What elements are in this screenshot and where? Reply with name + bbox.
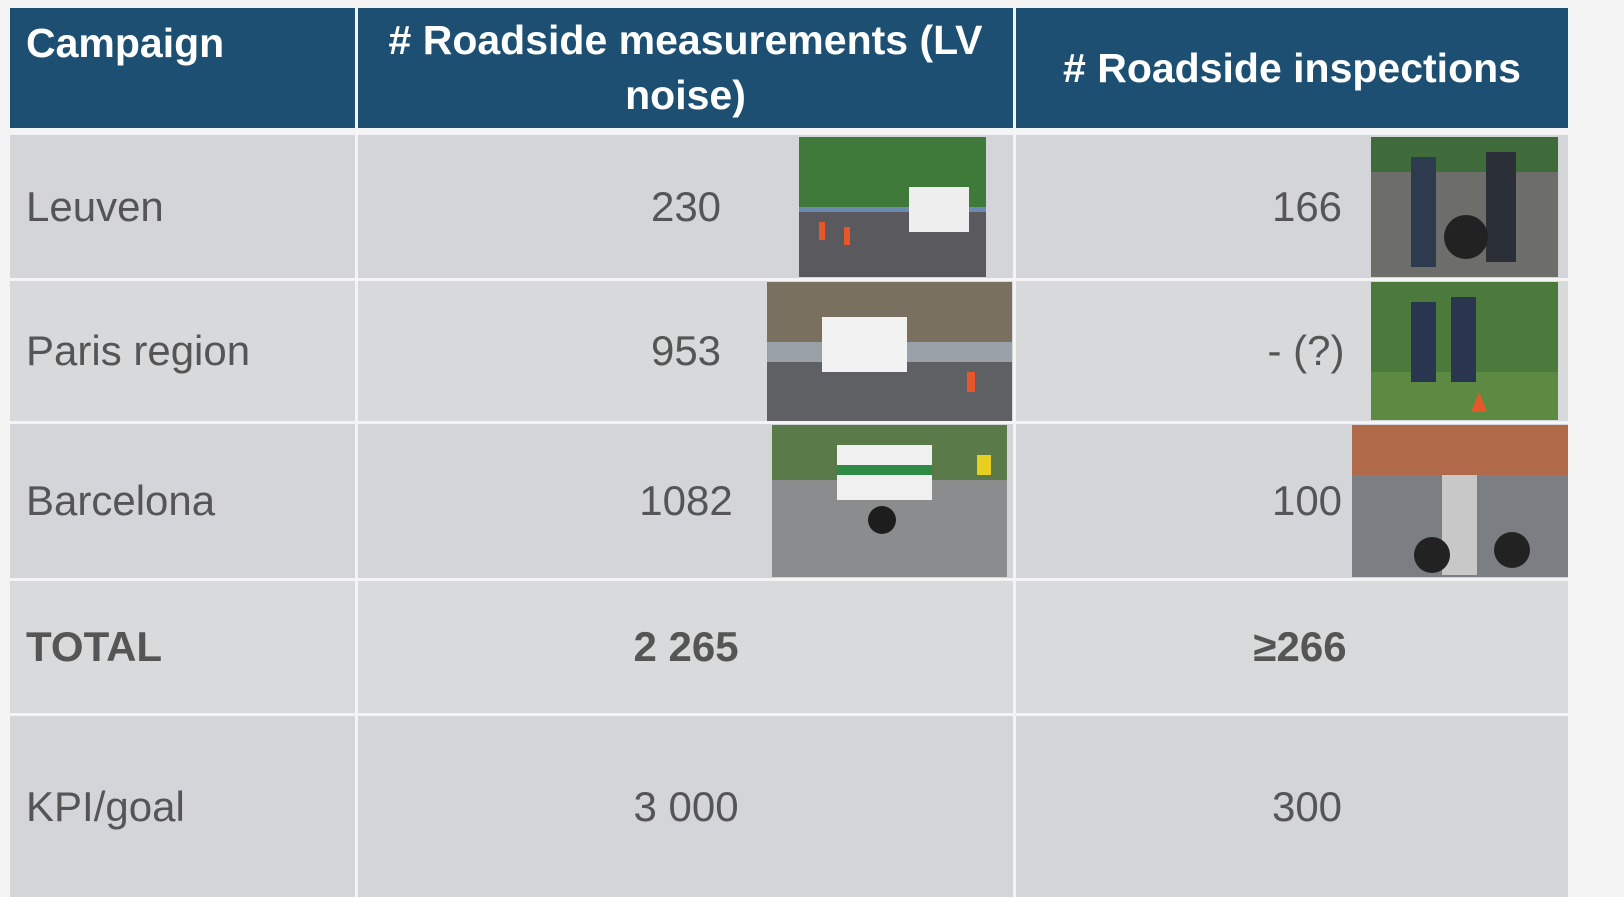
value-cell-text: 2 265	[633, 623, 739, 670]
row-label-text: TOTAL	[26, 623, 163, 670]
row-label-text: KPI/goal	[26, 782, 185, 830]
value-cell: 300	[1016, 716, 1568, 897]
value-cell-text: 166	[1271, 182, 1343, 230]
value-cell-text: 3 000	[633, 782, 739, 830]
value-cell-text: ≥266	[1253, 623, 1347, 670]
row-label-text: Paris region	[26, 327, 251, 374]
value-cell: ≥266	[1016, 581, 1568, 713]
header-cell-text: # Roadside inspections	[1063, 44, 1521, 91]
row-label: Leuven	[10, 135, 355, 278]
value-cell: 3 000	[358, 716, 1013, 897]
header-cell: # Roadside measurements (LV noise)	[358, 8, 1013, 128]
row-label: KPI/goal	[10, 716, 355, 897]
photo	[767, 282, 1012, 421]
value-cell-text: 230	[650, 182, 722, 230]
row-label-text: Leuven	[26, 182, 164, 230]
row-label: Paris region	[10, 281, 355, 421]
value-cell-text: 953	[650, 327, 722, 374]
header-cell: # Roadside inspections	[1016, 8, 1568, 128]
value-cell-text: 300	[1271, 782, 1343, 830]
row-label: TOTAL	[10, 581, 355, 713]
value-cell-text: 100	[1271, 477, 1343, 524]
photo	[772, 425, 1007, 577]
value-cell: 2 265	[358, 581, 1013, 713]
header-cell: Campaign	[10, 8, 355, 128]
photo	[1371, 137, 1558, 277]
photo	[1371, 282, 1558, 420]
photo	[1352, 425, 1568, 577]
photo	[799, 137, 986, 277]
value-cell-text: 1082	[639, 477, 733, 524]
header-cell-text: # Roadside measurements (LV noise)	[388, 17, 983, 118]
row-label-text: Barcelona	[26, 477, 216, 524]
header-cell-text: Campaign	[26, 20, 225, 66]
value-cell-text: - (?)	[1267, 327, 1345, 374]
row-label: Barcelona	[10, 424, 355, 578]
